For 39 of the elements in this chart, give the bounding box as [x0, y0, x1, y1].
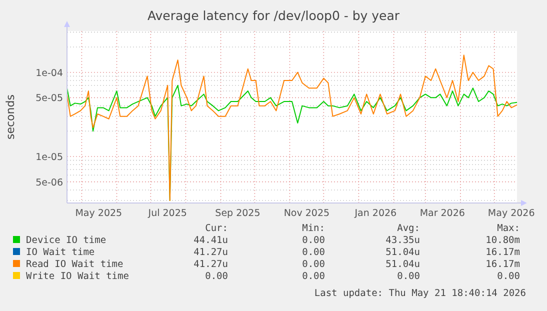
legend-label: Device IO time [26, 235, 106, 246]
legend-label: Read IO Wait time [26, 259, 124, 270]
line-series [66, 54, 518, 201]
text: 51.04u [386, 247, 420, 258]
x-tick-label: Jan 2026 [354, 208, 397, 219]
chart-title: Average latency for /dev/loop0 - by year [147, 8, 400, 23]
x-tick-label: Jul 2025 [147, 208, 187, 219]
x-tick-label: May 2026 [488, 208, 535, 219]
text: 16.17m [486, 247, 520, 258]
legend-label: Write IO Wait time [26, 271, 130, 282]
y-tick-label: 1e-04 [36, 68, 63, 79]
text: 51.04u [386, 259, 420, 270]
legend-label: IO Wait time [26, 247, 95, 258]
text: 41.27u [194, 259, 228, 270]
text: 0.00 [302, 247, 326, 258]
y-tick-label: 5e-05 [36, 93, 63, 104]
x-tick-label: Nov 2025 [284, 208, 330, 219]
text: 0.00 [302, 259, 326, 270]
text: Last update: Thu May 21 18:40:14 2026 [314, 288, 526, 299]
text: 44.41u [194, 235, 228, 246]
text: Avg: [397, 223, 420, 234]
text: 0.00 [205, 271, 228, 282]
x-tick-label: Mar 2026 [420, 208, 465, 219]
text: 10.80m [486, 235, 520, 246]
text: 0.00 [302, 271, 326, 282]
y-tick-label: 5e-06 [36, 177, 63, 188]
text: Max: [497, 223, 520, 234]
text: 43.35u [386, 235, 420, 246]
text: 0.00 [497, 271, 520, 282]
text: 41.27u [194, 247, 228, 258]
x-tick-label: May 2025 [75, 208, 122, 219]
y-tick-label: 1e-05 [36, 152, 63, 163]
x-tick-label: Sep 2025 [215, 208, 260, 219]
y-axis-title: seconds [4, 94, 17, 140]
text: 0.00 [302, 235, 326, 246]
text: 16.17m [486, 259, 520, 270]
text: 0.00 [397, 271, 420, 282]
text: Min: [302, 223, 325, 234]
text: Cur: [205, 223, 228, 234]
